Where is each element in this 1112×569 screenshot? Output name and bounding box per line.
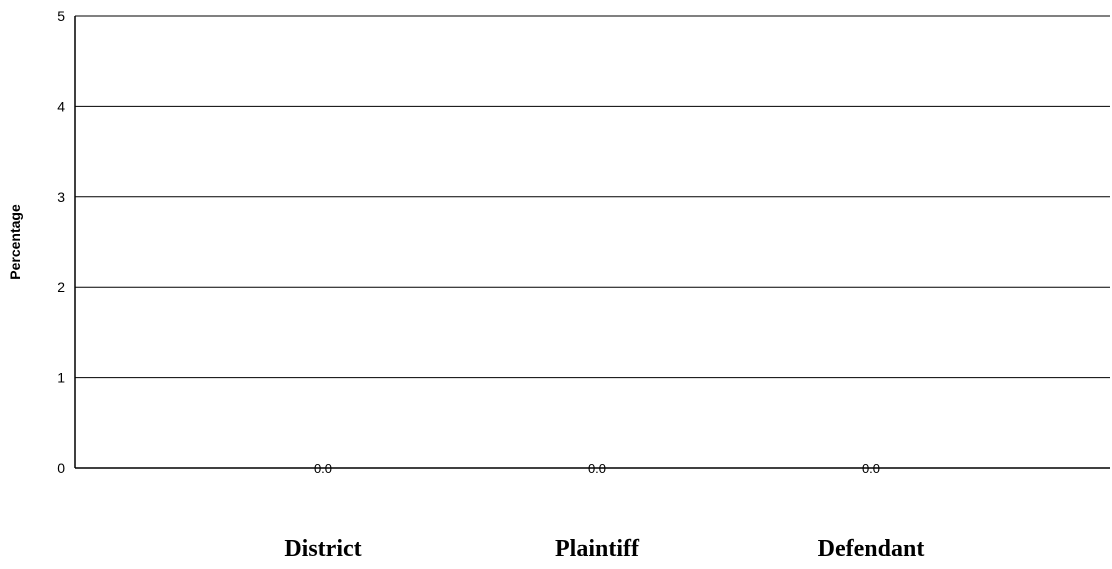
y-tick-label: 0 <box>57 460 65 476</box>
y-tick-label: 3 <box>57 189 65 205</box>
data-label: 0.0 <box>862 461 880 476</box>
y-axis-title: Percentage <box>7 204 23 280</box>
data-labels: 0.0 0.0 0.0 <box>314 461 880 476</box>
category-label: Plaintiff <box>555 536 640 562</box>
category-label: Defendant <box>818 536 925 562</box>
y-tick-label: 2 <box>57 279 65 295</box>
y-tick-label: 4 <box>57 98 65 114</box>
category-label: District <box>284 536 361 562</box>
y-tick-labels: 0 1 2 3 4 5 <box>57 8 65 476</box>
data-label: 0.0 <box>314 461 332 476</box>
category-labels: District Plaintiff Defendant <box>284 536 924 562</box>
y-tick-label: 5 <box>57 8 65 24</box>
data-label: 0.0 <box>588 461 606 476</box>
gridlines <box>75 15 1110 379</box>
y-tick-label: 1 <box>57 370 65 386</box>
